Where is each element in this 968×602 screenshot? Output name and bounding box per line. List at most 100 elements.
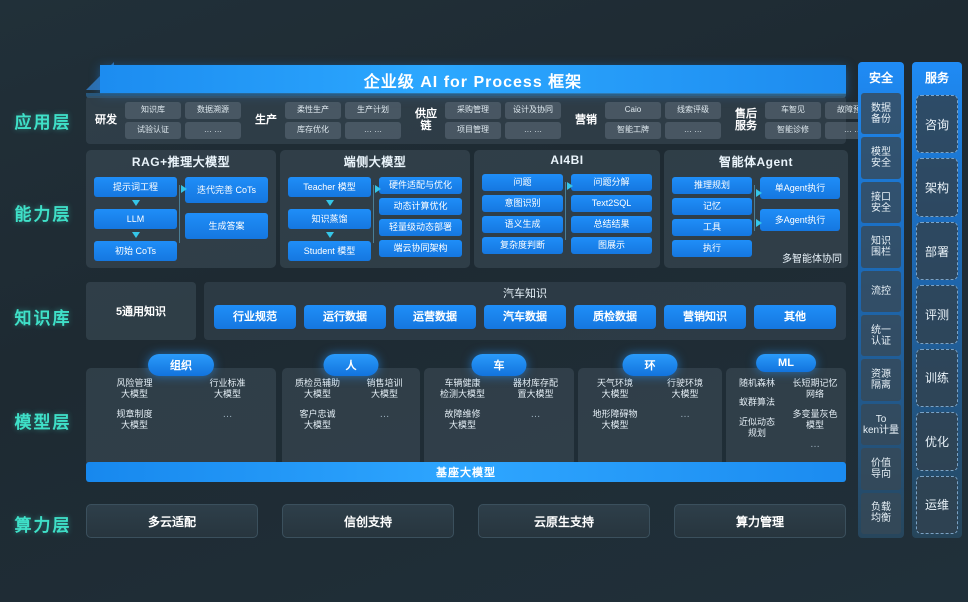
capability-item[interactable]: 硬件适配与优化 (379, 177, 462, 194)
model-group-pill[interactable]: 环 (622, 354, 678, 376)
knowledge-chip[interactable]: 营销知识 (664, 305, 746, 329)
capability-item[interactable]: 工具 (672, 219, 752, 236)
capability-item[interactable]: Text2SQL (571, 195, 652, 212)
security-item[interactable]: 资源 隔离 (861, 359, 901, 401)
app-item[interactable]: … … (505, 121, 561, 139)
capability-item[interactable]: 提示词工程 (94, 177, 177, 197)
app-item[interactable]: … … (665, 121, 721, 139)
model-group-0: 组织 风险管理 大模型 规章制度 大模型 行业标准 大模型… (86, 354, 276, 466)
capability-item[interactable]: 迭代完善 CoTs (185, 177, 268, 203)
compute-box[interactable]: 云原生支持 (478, 504, 650, 538)
knowledge-general-box[interactable]: 5通用知识 (86, 282, 196, 340)
app-group-0: 研发 知识库 试验认证 数据溯源 … … (86, 96, 246, 144)
knowledge-layer: 5通用知识 汽车知识 行业规范 运行数据 运营数据 汽车数据 质检数据 营销知识 其他 (86, 282, 846, 340)
service-item[interactable]: 训练 (916, 348, 958, 408)
app-item[interactable]: Caio (605, 101, 661, 119)
capability-item[interactable]: 端云协同架构 (379, 240, 462, 257)
model-group-pill[interactable]: 车 (471, 354, 527, 376)
app-item[interactable]: 生产计划 (345, 101, 401, 119)
capability-item[interactable]: LLM (94, 209, 177, 229)
model-item: 行驶环境 大模型 (666, 378, 703, 400)
service-item[interactable]: 运维 (916, 475, 958, 534)
security-item[interactable]: 模型 安全 (861, 137, 901, 179)
capability-panel-title: 端侧大模型 (343, 155, 407, 169)
model-column-0: 质检员辅助 大模型 客户忠诚 大模型 (288, 378, 347, 462)
app-item[interactable]: 试验认证 (125, 121, 181, 139)
capability-item[interactable]: Student 模型 (288, 241, 371, 261)
capability-item[interactable]: 总结结果 (571, 216, 652, 233)
capability-item[interactable]: 单Agent执行 (760, 177, 840, 199)
service-item[interactable]: 架构 (916, 158, 958, 217)
layer-label-capability: 能力层 (14, 205, 72, 224)
compute-box[interactable]: 信创支持 (282, 504, 454, 538)
knowledge-chip[interactable]: 质检数据 (574, 305, 656, 329)
security-item[interactable]: To ken计量 (861, 403, 901, 446)
app-item[interactable]: 项目管理 (445, 121, 501, 139)
model-item: 风险管理 大模型 (116, 378, 153, 400)
capability-item[interactable]: 复杂度判断 (482, 237, 563, 254)
security-item[interactable]: 数据 备份 (861, 93, 901, 135)
app-item[interactable]: … … (345, 121, 401, 139)
model-item: 多变量灰色 模型 (792, 408, 838, 430)
model-item: 客户忠诚 大模型 (299, 408, 336, 430)
app-item[interactable]: 采购管理 (445, 101, 501, 119)
capability-item[interactable]: 推理规划 (672, 177, 752, 194)
layer-label-knowledge: 知识库 (14, 309, 72, 328)
capability-item[interactable]: Teacher 模型 (288, 177, 371, 197)
model-group-pill[interactable]: 组织 (148, 354, 214, 376)
capability-item[interactable]: 问题 (482, 174, 563, 191)
capability-item[interactable]: 语义生成 (482, 216, 563, 233)
app-item[interactable]: 知识库 (125, 101, 181, 119)
security-item[interactable]: 知识 围栏 (861, 226, 901, 268)
model-group-pill[interactable]: 人 (323, 354, 379, 376)
capability-item[interactable]: 执行 (672, 240, 752, 257)
app-item[interactable]: 设计及协同 (505, 101, 561, 119)
capability-item[interactable]: 初始 CoTs (94, 241, 177, 261)
knowledge-chip[interactable]: 其他 (754, 305, 836, 329)
capability-item[interactable]: 知识蒸馏 (288, 209, 371, 229)
model-column-0: 随机森林 蚁群算法 近似动态 规划 (732, 378, 782, 462)
service-item[interactable]: 咨询 (916, 95, 958, 154)
capability-item[interactable]: 记忆 (672, 198, 752, 215)
model-group-pill[interactable]: ML (756, 354, 816, 372)
model-item: 故障维修 大模型 (444, 408, 481, 430)
layer-label-compute: 算力层 (14, 516, 72, 535)
compute-box[interactable]: 多云适配 (86, 504, 258, 538)
capability-item[interactable]: 生成答案 (185, 213, 268, 239)
app-item[interactable]: 数据溯源 (185, 101, 241, 119)
knowledge-chip[interactable]: 汽车数据 (484, 305, 566, 329)
security-item[interactable]: 负载 均衡 (861, 492, 901, 535)
app-item[interactable]: 库存优化 (285, 121, 341, 139)
app-item[interactable]: … … (185, 121, 241, 139)
capability-item[interactable]: 问题分解 (571, 174, 652, 191)
service-item[interactable]: 优化 (916, 412, 958, 471)
model-column-1: 行驶环境 大模型… (654, 378, 716, 462)
service-item[interactable]: 部署 (916, 221, 958, 281)
framework-banner: 企业级 AI for Process 框架 (86, 62, 846, 98)
app-item[interactable]: 线索评级 (665, 101, 721, 119)
capability-item[interactable]: 轻量级动态部署 (379, 219, 462, 236)
knowledge-chip[interactable]: 行业规范 (214, 305, 296, 329)
model-item: 质检员辅助 大模型 (294, 378, 340, 400)
compute-box[interactable]: 算力管理 (674, 504, 846, 538)
app-item[interactable]: 柔性生产 (285, 101, 341, 119)
service-column: 服务 咨询 架构 部署 评测 训练 优化 运维 (912, 62, 962, 538)
capability-right-column: 迭代完善 CoTs 生成答案 (185, 177, 268, 239)
model-item: 随机森林 (738, 378, 775, 388)
app-item[interactable]: 车智见 (765, 101, 821, 119)
security-item[interactable]: 统一 认证 (861, 315, 901, 357)
security-item[interactable]: 接口 安全 (861, 181, 901, 224)
security-item[interactable]: 流控 (861, 270, 901, 313)
knowledge-chip[interactable]: 运营数据 (394, 305, 476, 329)
knowledge-chip[interactable]: 运行数据 (304, 305, 386, 329)
capability-item[interactable]: 意图识别 (482, 195, 563, 212)
capability-item[interactable]: 多Agent执行 (760, 209, 840, 231)
app-item[interactable]: 智能工牌 (605, 121, 661, 139)
layer-label-model: 模型层 (14, 413, 72, 432)
security-item[interactable]: 价值 导向 (861, 448, 901, 490)
app-item[interactable]: 智能诊修 (765, 121, 821, 139)
capability-item[interactable]: 动态计算优化 (379, 198, 462, 215)
service-item[interactable]: 评测 (916, 285, 958, 344)
capability-item[interactable]: 图展示 (571, 237, 652, 254)
